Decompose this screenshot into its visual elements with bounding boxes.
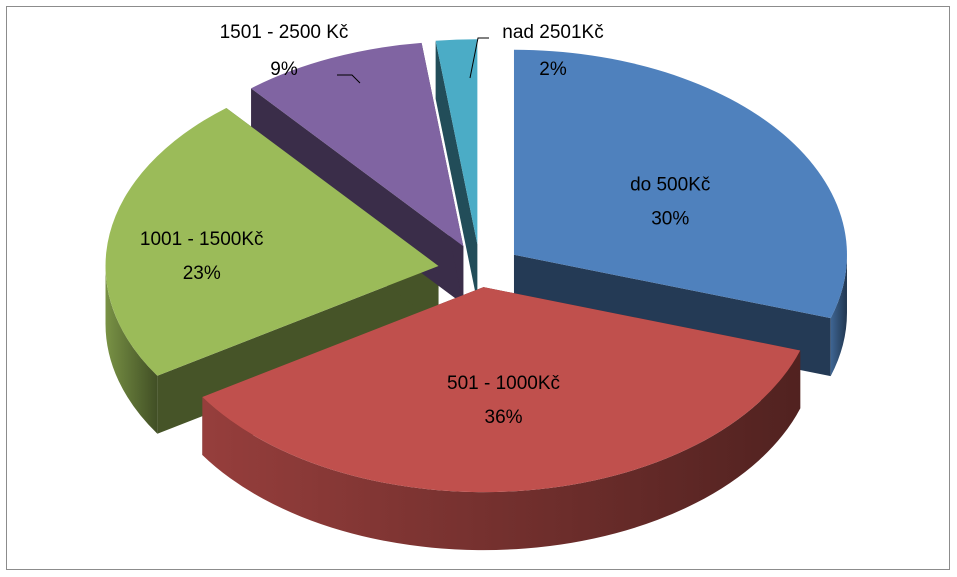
leader-line-1501-2500-k	[337, 74, 361, 84]
slice-label-501-1000k: 501 - 1000Kč	[447, 373, 560, 394]
slice-label-do-500k: do 500Kč	[630, 175, 710, 196]
slice-outer-wall-1-0	[202, 350, 801, 551]
slice-value-1501-2500-k: 9%	[270, 59, 298, 80]
slice-value-1001-1500k: 23%	[183, 263, 221, 284]
slice-tops	[105, 39, 847, 493]
slice-radial-wall-4-0	[435, 40, 478, 303]
slice-value-501-1000k: 36%	[485, 407, 523, 428]
slice-label-1501-2500-k: 1501 - 2500 Kč	[220, 22, 349, 43]
pie-slice-1501-2500-k	[251, 42, 464, 247]
slice-outer-wall-2-0	[105, 265, 158, 434]
slice-value-nad-2501k: 2%	[539, 59, 567, 80]
pie-slice-1001-1500k	[105, 108, 439, 376]
leader-line-nad-2501k	[469, 37, 489, 79]
pie-slice-nad-2501k	[435, 39, 478, 245]
slice-labels: do 500Kč 30% 501 - 1000Kč 36% 1001 - 1500Kč 2…	[140, 22, 710, 428]
slice-value-do-500k: 30%	[651, 209, 689, 230]
slice-label-nad-2501k: nad 2501Kč	[502, 22, 603, 43]
slice-label-1001-1500k: 1001 - 1500Kč	[140, 229, 264, 250]
slice-outer-wall-0-0	[830, 254, 847, 377]
pie-slice-do-500k	[513, 49, 847, 319]
pie-slice-501-1000k	[202, 287, 801, 493]
